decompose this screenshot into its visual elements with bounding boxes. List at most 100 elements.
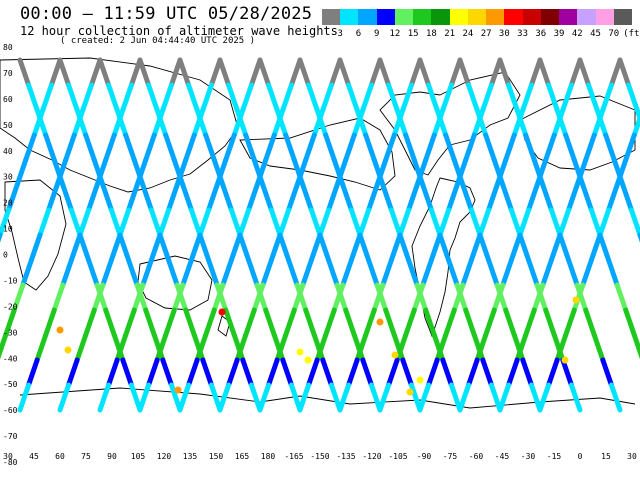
track-segment	[246, 257, 260, 288]
latitude-label: 40	[3, 147, 13, 156]
track-segment	[517, 207, 532, 238]
track-segment	[60, 257, 74, 288]
track-segment	[348, 232, 363, 263]
track-segment	[483, 132, 497, 163]
track-segment	[326, 257, 340, 288]
track-segment	[571, 282, 586, 313]
track-segment	[440, 82, 454, 113]
track-segment	[280, 82, 294, 113]
track-segment	[286, 257, 300, 288]
track-segment	[323, 307, 337, 338]
track-segment	[363, 307, 377, 338]
track-segment	[63, 132, 77, 163]
track-segment	[483, 307, 497, 338]
track-segment	[83, 132, 97, 163]
track-segment	[511, 332, 526, 363]
track-segment	[443, 132, 457, 163]
wave-height-spot	[572, 296, 580, 304]
track-segment	[437, 232, 452, 263]
track-segment	[277, 207, 292, 238]
track-segment	[386, 357, 400, 388]
track-segment	[131, 282, 146, 313]
track-segment	[374, 157, 389, 188]
track-segment	[460, 182, 474, 213]
track-segment	[508, 207, 523, 238]
track-segment	[488, 57, 503, 88]
track-segment	[106, 82, 120, 113]
track-segment	[188, 207, 203, 238]
legend-swatch	[540, 9, 560, 25]
track-segment	[566, 182, 580, 213]
track-segment	[391, 332, 406, 363]
track-segment	[74, 332, 89, 363]
track-segment	[34, 107, 49, 138]
latitude-label: -30	[3, 328, 18, 337]
longitude-labels: 30 45 60 75 90 105 120 135 150 165 180 -165 -150 -135…	[3, 452, 637, 461]
track-segment	[151, 332, 166, 363]
track-segment	[306, 357, 320, 388]
track-segment	[154, 332, 169, 363]
track-segment	[583, 132, 597, 163]
track-segment	[146, 357, 160, 388]
track-segment	[528, 382, 543, 413]
track-segment	[523, 307, 537, 338]
track-segment	[57, 57, 72, 88]
track-segment	[428, 232, 443, 263]
track-segment	[140, 257, 154, 288]
legend-swatch	[322, 9, 341, 25]
track-segment	[540, 257, 554, 288]
track-segment	[268, 232, 283, 263]
longitude-label: -60	[469, 452, 484, 461]
track-segment	[160, 357, 174, 388]
track-segment	[186, 82, 200, 113]
track-segment	[431, 332, 446, 363]
latitude-label: 60	[3, 95, 13, 104]
track-segment	[271, 332, 286, 363]
track-segment	[503, 307, 517, 338]
track-segment	[291, 282, 306, 313]
track-segment	[374, 282, 389, 313]
track-segment	[428, 207, 443, 238]
longitude-label: 120	[157, 452, 172, 461]
longitude-label: -15	[547, 452, 562, 461]
track-segment	[448, 57, 463, 88]
track-segment	[471, 332, 486, 363]
track-segment	[614, 282, 629, 313]
longitude-label: -150	[310, 452, 329, 461]
track-segment	[543, 307, 557, 338]
track-segment	[357, 207, 372, 238]
track-segment	[346, 357, 360, 388]
track-segment	[100, 182, 114, 213]
wave-height-spot	[376, 318, 384, 326]
track-segment	[217, 382, 232, 413]
track-segment	[157, 207, 172, 238]
track-segment	[377, 382, 392, 413]
track-segment	[474, 332, 489, 363]
track-segment	[23, 132, 37, 163]
track-segment	[34, 332, 49, 363]
track-segment	[231, 107, 246, 138]
track-segment	[486, 257, 500, 288]
track-segment	[180, 257, 194, 288]
track-segment	[188, 232, 203, 263]
track-segment	[354, 332, 369, 363]
track-segment	[311, 332, 326, 363]
legend-label: 45	[590, 29, 601, 39]
track-segment	[294, 157, 309, 188]
longitude-label: -135	[336, 452, 355, 461]
track-segment	[308, 232, 323, 263]
track-segment	[134, 157, 149, 188]
track-segment	[106, 357, 120, 388]
track-segment	[503, 132, 517, 163]
track-segment	[523, 132, 537, 163]
track-segment	[531, 157, 546, 188]
map-title: 00:00 – 11:59 UTC 05/28/2025	[20, 4, 313, 24]
track-segment	[563, 307, 577, 338]
track-segment	[348, 207, 363, 238]
longitude-label: 45	[29, 452, 39, 461]
latitude-label: 50	[3, 121, 13, 130]
track-segment	[288, 382, 303, 413]
coastline	[0, 57, 239, 193]
track-segment	[437, 207, 452, 238]
track-segment	[371, 157, 386, 188]
